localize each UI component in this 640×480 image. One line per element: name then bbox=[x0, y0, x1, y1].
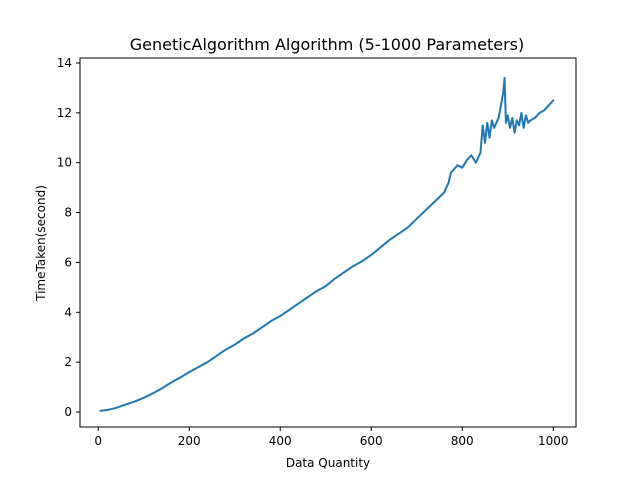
x-tick-label: 200 bbox=[178, 434, 201, 448]
y-tick-label: 10 bbox=[57, 156, 72, 170]
x-tick-label: 400 bbox=[269, 434, 292, 448]
y-tick-label: 0 bbox=[64, 405, 72, 419]
y-tick-label: 12 bbox=[57, 106, 72, 120]
plot-area: 0 200 400 600 800 1000 0 2 4 6 8 10 12 14 bbox=[57, 56, 577, 448]
plot-frame bbox=[79, 57, 577, 428]
y-tick-label: 14 bbox=[57, 56, 72, 70]
y-tick-label: 4 bbox=[64, 305, 72, 319]
y-tick-label: 2 bbox=[64, 355, 72, 369]
x-tick-label: 1000 bbox=[538, 434, 569, 448]
x-axis-label: Data Quantity bbox=[286, 456, 370, 470]
x-tick-label: 0 bbox=[94, 434, 102, 448]
series-line-0 bbox=[99, 76, 555, 412]
chart-title: GeneticAlgorithm Algorithm (5-1000 Param… bbox=[130, 35, 524, 54]
x-tick-label: 800 bbox=[451, 434, 474, 448]
x-tick-label: 600 bbox=[360, 434, 383, 448]
y-tick-label: 6 bbox=[64, 255, 72, 269]
y-axis-label: TimeTaken(second) bbox=[34, 185, 48, 302]
y-tick-label: 8 bbox=[64, 206, 72, 220]
